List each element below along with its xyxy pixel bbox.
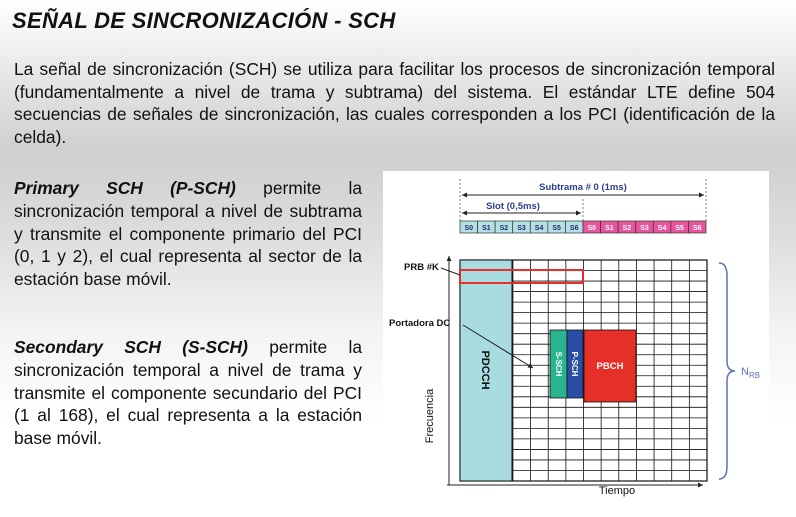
slot-cell: [688, 220, 707, 234]
frequency-axis-label: Frecuencia: [424, 388, 436, 443]
slot-cell-label: S2: [623, 225, 632, 232]
slot-cell-label: S2: [500, 225, 509, 232]
primary-sch-term: Primary SCH (P-SCH): [14, 178, 236, 198]
slot-cell-label: S5: [552, 225, 561, 232]
lte-resource-grid-diagram: Subtrama # 0 (1ms) Slot (0,5ms) S0 S1 S2 S3…: [383, 171, 769, 506]
carrier-pointer: [462, 324, 534, 369]
prb-highlight: [459, 269, 584, 284]
intro-paragraph: La señal de sincronización (SCH) se util…: [14, 59, 775, 147]
slot-cell-label: S1: [482, 225, 491, 232]
slot-cell-label: S0: [588, 225, 597, 232]
slot-cell-label: S3: [517, 225, 526, 232]
pdcch-label: PDCCH: [479, 350, 491, 389]
slot-cell-label: S3: [640, 225, 649, 232]
pbch-label: PBCH: [597, 361, 624, 372]
slot-cell-label: S6: [693, 225, 702, 232]
primary-sch-description: permite la sincronización temporal a niv…: [14, 178, 362, 290]
primary-sch-paragraph: Primary SCH (P-SCH) permite la sincroniz…: [14, 177, 362, 291]
pbch-block: [583, 329, 637, 403]
nrb-label: NRB: [741, 366, 760, 380]
nrb-brace: [718, 262, 736, 480]
subframe-label: Subtrama # 0 (1ms): [539, 182, 627, 193]
slot-cell-label: S1: [605, 225, 614, 232]
slot-cell-label: S6: [570, 225, 579, 232]
p-sch-label: P-SCH: [570, 352, 579, 377]
secondary-sch-paragraph: Secondary SCH (S-SCH) permite la sincron…: [14, 336, 362, 450]
prb-pointer: [440, 267, 461, 276]
prb-label: PRB #K: [404, 262, 439, 273]
pdcch-region: [459, 259, 513, 482]
page-title: SEÑAL DE SINCRONIZACIÓN - SCH: [12, 8, 396, 33]
slot-cell-label: S0: [465, 225, 474, 232]
secondary-sch-description: permite la sincronización temporal a niv…: [14, 337, 362, 449]
p-sch-block: [566, 329, 584, 399]
resource-grid-svg: Subtrama # 0 (1ms) Slot (0,5ms) S0 S1 S2 S3…: [389, 179, 760, 497]
carrier-label: Portadora DC: [389, 318, 450, 329]
slot-label: Slot (0,5ms): [486, 201, 540, 212]
slot-cell-label: S4: [535, 225, 544, 232]
time-axis-label: Tiempo: [599, 485, 635, 497]
secondary-sch-term: Secondary SCH (S-SCH): [14, 337, 248, 357]
s-sch-label: S-SCH: [554, 352, 563, 377]
slot-row: S0 S1 S2 S3 S4 S5 S6 S0 S1 S2 S3 S4 S5 S6: [459, 220, 707, 234]
slot-cell-label: S4: [658, 225, 667, 232]
slot-cell-label: S5: [675, 225, 684, 232]
